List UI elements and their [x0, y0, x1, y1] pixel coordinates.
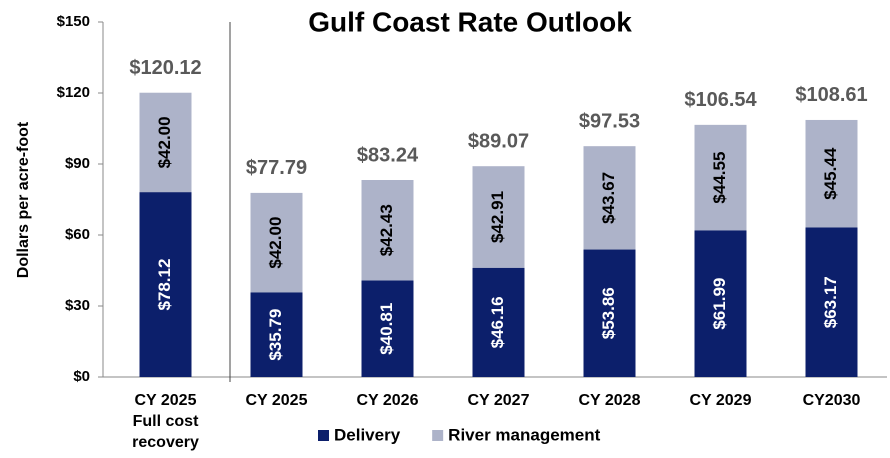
y-axis-label: Dollars per acre-foot — [15, 121, 32, 278]
y-tick-label: $120 — [57, 84, 90, 101]
bar-segment — [250, 292, 303, 377]
x-tick-label: CY 2026 — [357, 392, 419, 409]
x-tick-label: CY 2028 — [579, 392, 641, 409]
x-tick-label: CY 2025 Full cost recovery — [132, 392, 199, 451]
x-tick-label: CY 2029 — [690, 392, 752, 409]
bar-segment — [805, 119, 858, 228]
total-label: $120.12 — [129, 57, 201, 79]
value-label: $45.44 — [821, 147, 840, 200]
bar-segment — [583, 249, 636, 377]
legend-label: River management — [448, 425, 600, 444]
value-label: $42.00 — [155, 116, 174, 168]
x-tick-label: CY 2027 — [468, 392, 530, 409]
value-label: $46.16 — [488, 296, 507, 348]
bar-segment — [472, 267, 525, 377]
bar-segment — [361, 280, 414, 377]
y-tick-label: $150 — [57, 13, 90, 30]
y-tick-label: $0 — [73, 368, 90, 385]
chart-title: Gulf Coast Rate Outlook — [308, 6, 632, 37]
value-label: $42.91 — [488, 191, 507, 243]
legend-label: Delivery — [334, 425, 401, 444]
bar-segment — [805, 227, 858, 377]
value-label: $78.12 — [155, 259, 174, 311]
value-label: $42.00 — [266, 217, 285, 269]
value-label: $35.79 — [266, 309, 285, 361]
bar-segment — [472, 166, 525, 268]
bar-segment — [250, 192, 303, 293]
legend-swatch — [318, 430, 329, 441]
value-label: $53.86 — [599, 287, 618, 339]
bar-segment — [139, 192, 192, 377]
total-label: $106.54 — [684, 89, 757, 111]
x-tick-label: CY2030 — [803, 392, 861, 409]
total-label: $83.24 — [357, 144, 419, 166]
y-tick-label: $30 — [65, 297, 90, 314]
total-label: $89.07 — [468, 130, 529, 152]
total-label: $77.79 — [246, 157, 307, 179]
bar-segment — [139, 92, 192, 193]
legend-swatch — [432, 430, 444, 441]
total-label: $108.61 — [795, 84, 867, 106]
bar-segment — [694, 124, 747, 231]
value-label: $40.81 — [377, 303, 396, 355]
bar-segment — [694, 230, 747, 377]
value-label: $44.55 — [710, 152, 729, 204]
value-label: $42.43 — [377, 204, 396, 256]
total-label: $97.53 — [579, 110, 640, 132]
y-tick-label: $60 — [65, 226, 90, 243]
x-tick-label: CY 2025 — [246, 392, 308, 409]
value-label: $63.17 — [821, 276, 840, 328]
y-tick-label: $90 — [65, 155, 90, 172]
bar-segment — [361, 179, 414, 281]
value-label: $61.99 — [710, 278, 729, 330]
bar-segment — [583, 146, 636, 250]
value-label: $43.67 — [599, 172, 618, 224]
